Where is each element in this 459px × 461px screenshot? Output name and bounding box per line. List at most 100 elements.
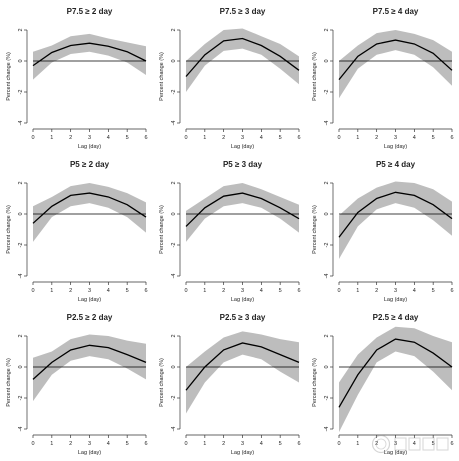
y-tick-label: 2	[171, 334, 177, 337]
y-tick-label: -2	[18, 396, 24, 401]
y-tick-label: 2	[18, 181, 24, 184]
x-tick-label: 2	[375, 135, 378, 141]
y-tick-label: 0	[18, 212, 24, 215]
y-tick-label: 2	[171, 28, 177, 31]
confidence-band	[33, 183, 146, 242]
y-tick-label: -2	[171, 90, 177, 95]
x-tick-label: 5	[279, 441, 282, 447]
y-axis-label: Percent change (%)	[312, 358, 318, 407]
x-tick-label: 6	[297, 288, 300, 294]
x-tick-label: 1	[50, 135, 53, 141]
x-tick-label: 2	[222, 288, 225, 294]
panel-title: P7.5 ≥ 3 day	[220, 7, 266, 16]
x-tick-label: 4	[107, 135, 110, 141]
y-axis-label: Percent change (%)	[6, 358, 12, 407]
x-tick-label: 3	[394, 288, 397, 294]
x-tick-label: 5	[126, 441, 129, 447]
x-tick-label: 5	[432, 135, 435, 141]
x-tick-label: 0	[31, 288, 34, 294]
x-tick-label: 3	[241, 288, 244, 294]
panel: P7.5 ≥ 2 day -4 -2 0 2 Percent change (%) 0 1 2 3…	[6, 7, 148, 150]
confidence-band	[33, 334, 146, 402]
y-tick-label: 0	[18, 365, 24, 368]
panel-title: P7.5 ≥ 2 day	[67, 7, 113, 16]
x-tick-label: 2	[69, 135, 72, 141]
x-tick-label: 6	[450, 135, 453, 141]
x-tick-label: 2	[375, 441, 378, 447]
confidence-band	[339, 30, 452, 99]
y-tick-label: 0	[18, 59, 24, 62]
estimate-line	[32, 344, 147, 380]
y-axis-label: Percent change (%)	[6, 205, 12, 254]
x-tick-label: 4	[260, 441, 263, 447]
y-axis-label: Percent change (%)	[312, 52, 318, 101]
x-tick-label: 0	[337, 441, 340, 447]
y-axis-label: Percent change (%)	[159, 205, 165, 254]
y-tick-label: 0	[171, 212, 177, 215]
panel: P7.5 ≥ 4 day -4 -2 0 2 Percent change (%) 0 1 2 3…	[312, 7, 454, 150]
x-axis-label: Lag (day)	[384, 450, 407, 456]
x-tick-label: 5	[432, 441, 435, 447]
y-axis-label: Percent change (%)	[312, 205, 318, 254]
y-tick-label: 2	[324, 334, 330, 337]
panel-title: P7.5 ≥ 4 day	[373, 7, 419, 16]
x-tick-label: 5	[126, 288, 129, 294]
y-axis-label: Percent change (%)	[159, 52, 165, 101]
panel: P2.5 ≥ 4 day -4 -2 0 2 Percent change (%) 0 1 2 3…	[312, 313, 454, 456]
x-tick-label: 2	[69, 288, 72, 294]
y-tick-label: 2	[171, 181, 177, 184]
x-tick-label: 3	[241, 441, 244, 447]
x-tick-label: 6	[450, 441, 453, 447]
estimate-line	[185, 192, 300, 227]
panel-title: P5 ≥ 3 day	[223, 160, 263, 169]
x-tick-label: 0	[184, 441, 187, 447]
y-tick-label: -2	[18, 243, 24, 248]
x-axis-label: Lag (day)	[78, 144, 101, 150]
x-tick-label: 6	[297, 135, 300, 141]
x-tick-label: 1	[50, 288, 53, 294]
y-tick-label: -4	[171, 274, 177, 279]
y-tick-label: -4	[18, 427, 24, 432]
y-tick-label: -4	[324, 274, 330, 279]
x-tick-label: 2	[69, 441, 72, 447]
panel: P5 ≥ 3 day -4 -2 0 2 Percent change (%) 0 1 2 3 4 5…	[159, 160, 301, 303]
estimate-line	[32, 192, 147, 224]
y-tick-label: -4	[171, 121, 177, 126]
estimate-line	[185, 342, 300, 391]
x-tick-label: 0	[31, 441, 34, 447]
x-tick-label: 0	[337, 135, 340, 141]
y-tick-label: -2	[324, 243, 330, 248]
panel-title: P2.5 ≥ 4 day	[373, 313, 419, 322]
x-tick-label: 0	[184, 135, 187, 141]
x-tick-label: 4	[107, 441, 110, 447]
y-tick-label: -4	[18, 121, 24, 126]
x-tick-label: 1	[356, 135, 359, 141]
x-axis-label: Lag (day)	[384, 144, 407, 150]
x-tick-label: 1	[356, 441, 359, 447]
y-tick-label: 0	[324, 59, 330, 62]
x-tick-label: 3	[394, 135, 397, 141]
x-tick-label: 3	[88, 288, 91, 294]
x-tick-label: 4	[413, 441, 416, 447]
x-tick-label: 4	[413, 135, 416, 141]
y-tick-label: 0	[171, 59, 177, 62]
x-tick-label: 6	[144, 288, 147, 294]
estimate-line	[32, 42, 147, 67]
estimate-line	[338, 39, 453, 81]
y-tick-label: 2	[18, 334, 24, 337]
x-tick-label: 6	[144, 441, 147, 447]
x-tick-label: 5	[279, 135, 282, 141]
panel: P5 ≥ 2 day -4 -2 0 2 Percent change (%) 0 1 2 3 4 5…	[6, 160, 148, 303]
y-tick-label: 2	[324, 28, 330, 31]
confidence-band	[186, 28, 299, 92]
x-tick-label: 2	[222, 441, 225, 447]
confidence-band	[186, 331, 299, 414]
panel: P7.5 ≥ 3 day -4 -2 0 2 Percent change (%) 0 1 2 3…	[159, 7, 301, 150]
y-tick-label: 2	[18, 28, 24, 31]
y-tick-label: 2	[324, 181, 330, 184]
x-tick-label: 4	[413, 288, 416, 294]
y-tick-label: 0	[171, 365, 177, 368]
confidence-band	[339, 181, 452, 259]
y-tick-label: -2	[324, 90, 330, 95]
y-tick-label: -4	[171, 427, 177, 432]
